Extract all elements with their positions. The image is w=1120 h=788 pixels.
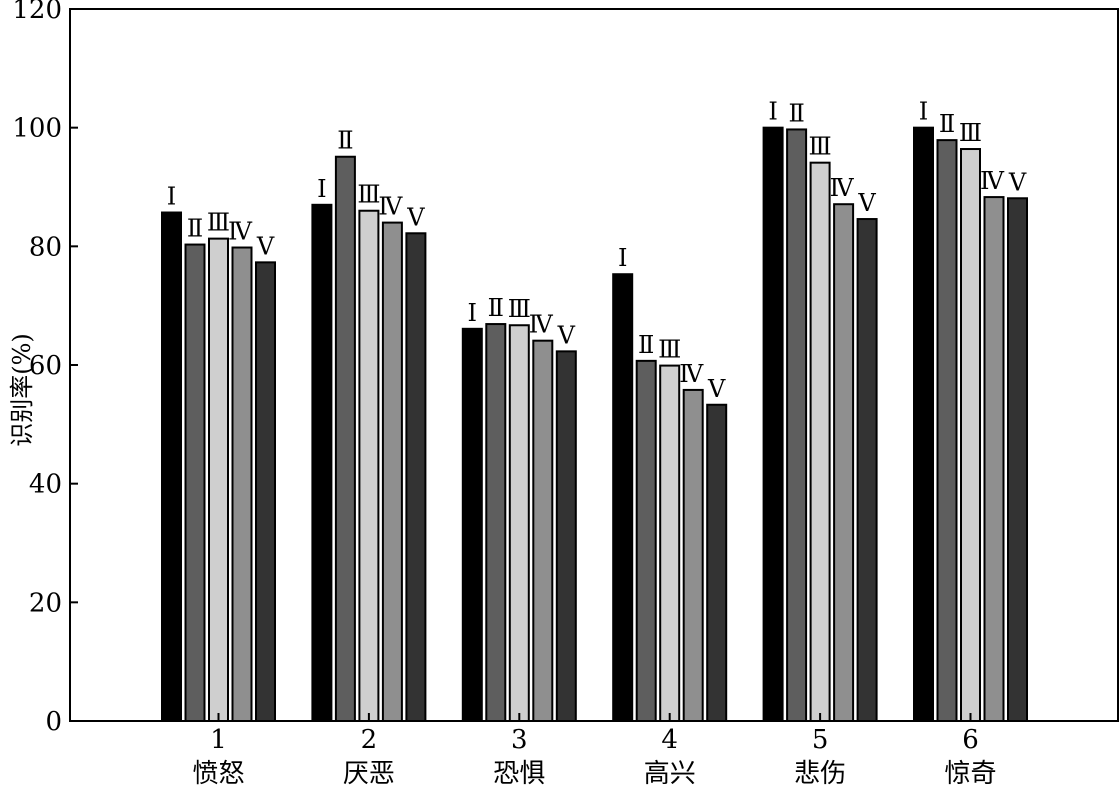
bar-label: Ⅰ [167, 183, 176, 211]
bar [461, 327, 483, 722]
bar [311, 203, 333, 723]
bar-label: Ⅰ [919, 98, 928, 126]
bar [555, 350, 577, 722]
y-tick-label: 0 [45, 707, 62, 737]
bar-label: Ⅴ [557, 321, 576, 349]
x-axis: 1 愤怒 2 厌恶 3 恐惧 4 高兴 5 悲伤 6 惊奇 [192, 713, 997, 788]
bar-label: Ⅳ [228, 218, 253, 246]
bars [161, 126, 1028, 723]
bar [682, 388, 704, 722]
bar-label: Ⅴ [857, 189, 876, 217]
bar [532, 339, 554, 722]
bar [358, 209, 380, 722]
bar [612, 273, 634, 722]
bar [856, 218, 878, 722]
bar-label: Ⅱ [488, 294, 504, 322]
y-tick-label: 40 [29, 470, 62, 500]
bar [231, 246, 253, 723]
bar-label: Ⅴ [1008, 168, 1027, 196]
bar [983, 196, 1005, 722]
bar [635, 359, 657, 722]
category-number: 4 [661, 725, 678, 755]
bar [936, 139, 958, 723]
bar [381, 221, 403, 722]
y-tick-label: 60 [29, 351, 62, 381]
bar-label: Ⅱ [187, 215, 203, 243]
bar [1007, 197, 1028, 723]
category-name: 高兴 [644, 759, 696, 788]
bar-label: Ⅱ [939, 110, 955, 138]
bar-label: Ⅴ [406, 203, 425, 231]
bar-label: Ⅳ [980, 167, 1005, 195]
bar-label: Ⅱ [788, 99, 804, 127]
bar [255, 261, 276, 722]
bar-label: Ⅲ [809, 133, 832, 161]
bar [913, 126, 934, 722]
category-name: 恐惧 [493, 759, 545, 788]
bar [786, 128, 808, 723]
category-name: 悲伤 [794, 759, 846, 788]
bar [485, 323, 507, 722]
bar [706, 403, 728, 722]
category-number: 2 [361, 725, 378, 755]
bar [184, 243, 206, 722]
bar [659, 364, 681, 722]
bar-label: Ⅲ [508, 295, 531, 323]
y-tick-label: 120 [12, 0, 62, 25]
bar-label: Ⅳ [378, 193, 403, 221]
bar-label: Ⅰ [618, 244, 627, 272]
category-name: 愤怒 [192, 759, 244, 788]
y-tick-label: 100 [12, 114, 62, 144]
category-number: 5 [812, 725, 829, 755]
bar-label: Ⅲ [207, 209, 230, 237]
bar-label: Ⅰ [468, 299, 477, 327]
bar-label: Ⅲ [658, 336, 681, 364]
category-number: 1 [210, 725, 227, 755]
bar-label: Ⅳ [679, 360, 704, 388]
bar-label: Ⅰ [768, 98, 777, 126]
bar-label: Ⅴ [256, 232, 275, 260]
bar [405, 232, 427, 722]
y-tick-label: 80 [29, 232, 62, 262]
y-axis-label: 识别率(%) [8, 333, 36, 447]
bar [809, 161, 831, 722]
bar [960, 148, 981, 722]
y-tick-label: 20 [29, 588, 62, 618]
bar [334, 155, 356, 723]
bar-label: Ⅲ [959, 119, 982, 147]
bar [208, 237, 229, 722]
bar [161, 211, 182, 722]
category-number: 6 [962, 725, 979, 755]
bar [762, 126, 784, 722]
category-name: 厌恶 [343, 759, 395, 788]
bar [508, 324, 530, 722]
bar-label: Ⅳ [830, 174, 855, 202]
bar [833, 203, 855, 722]
bar-label: Ⅱ [337, 127, 353, 155]
category-name: 惊奇 [944, 759, 996, 788]
bar-label: Ⅰ [317, 175, 326, 203]
category-number: 3 [511, 725, 528, 755]
bar-label: Ⅴ [707, 375, 726, 403]
bar-label: Ⅳ [529, 311, 554, 339]
bar-label: Ⅲ [357, 181, 380, 209]
bar-label: Ⅱ [638, 331, 654, 359]
y-axis: 0 20 40 60 80 100 120 [12, 0, 78, 737]
